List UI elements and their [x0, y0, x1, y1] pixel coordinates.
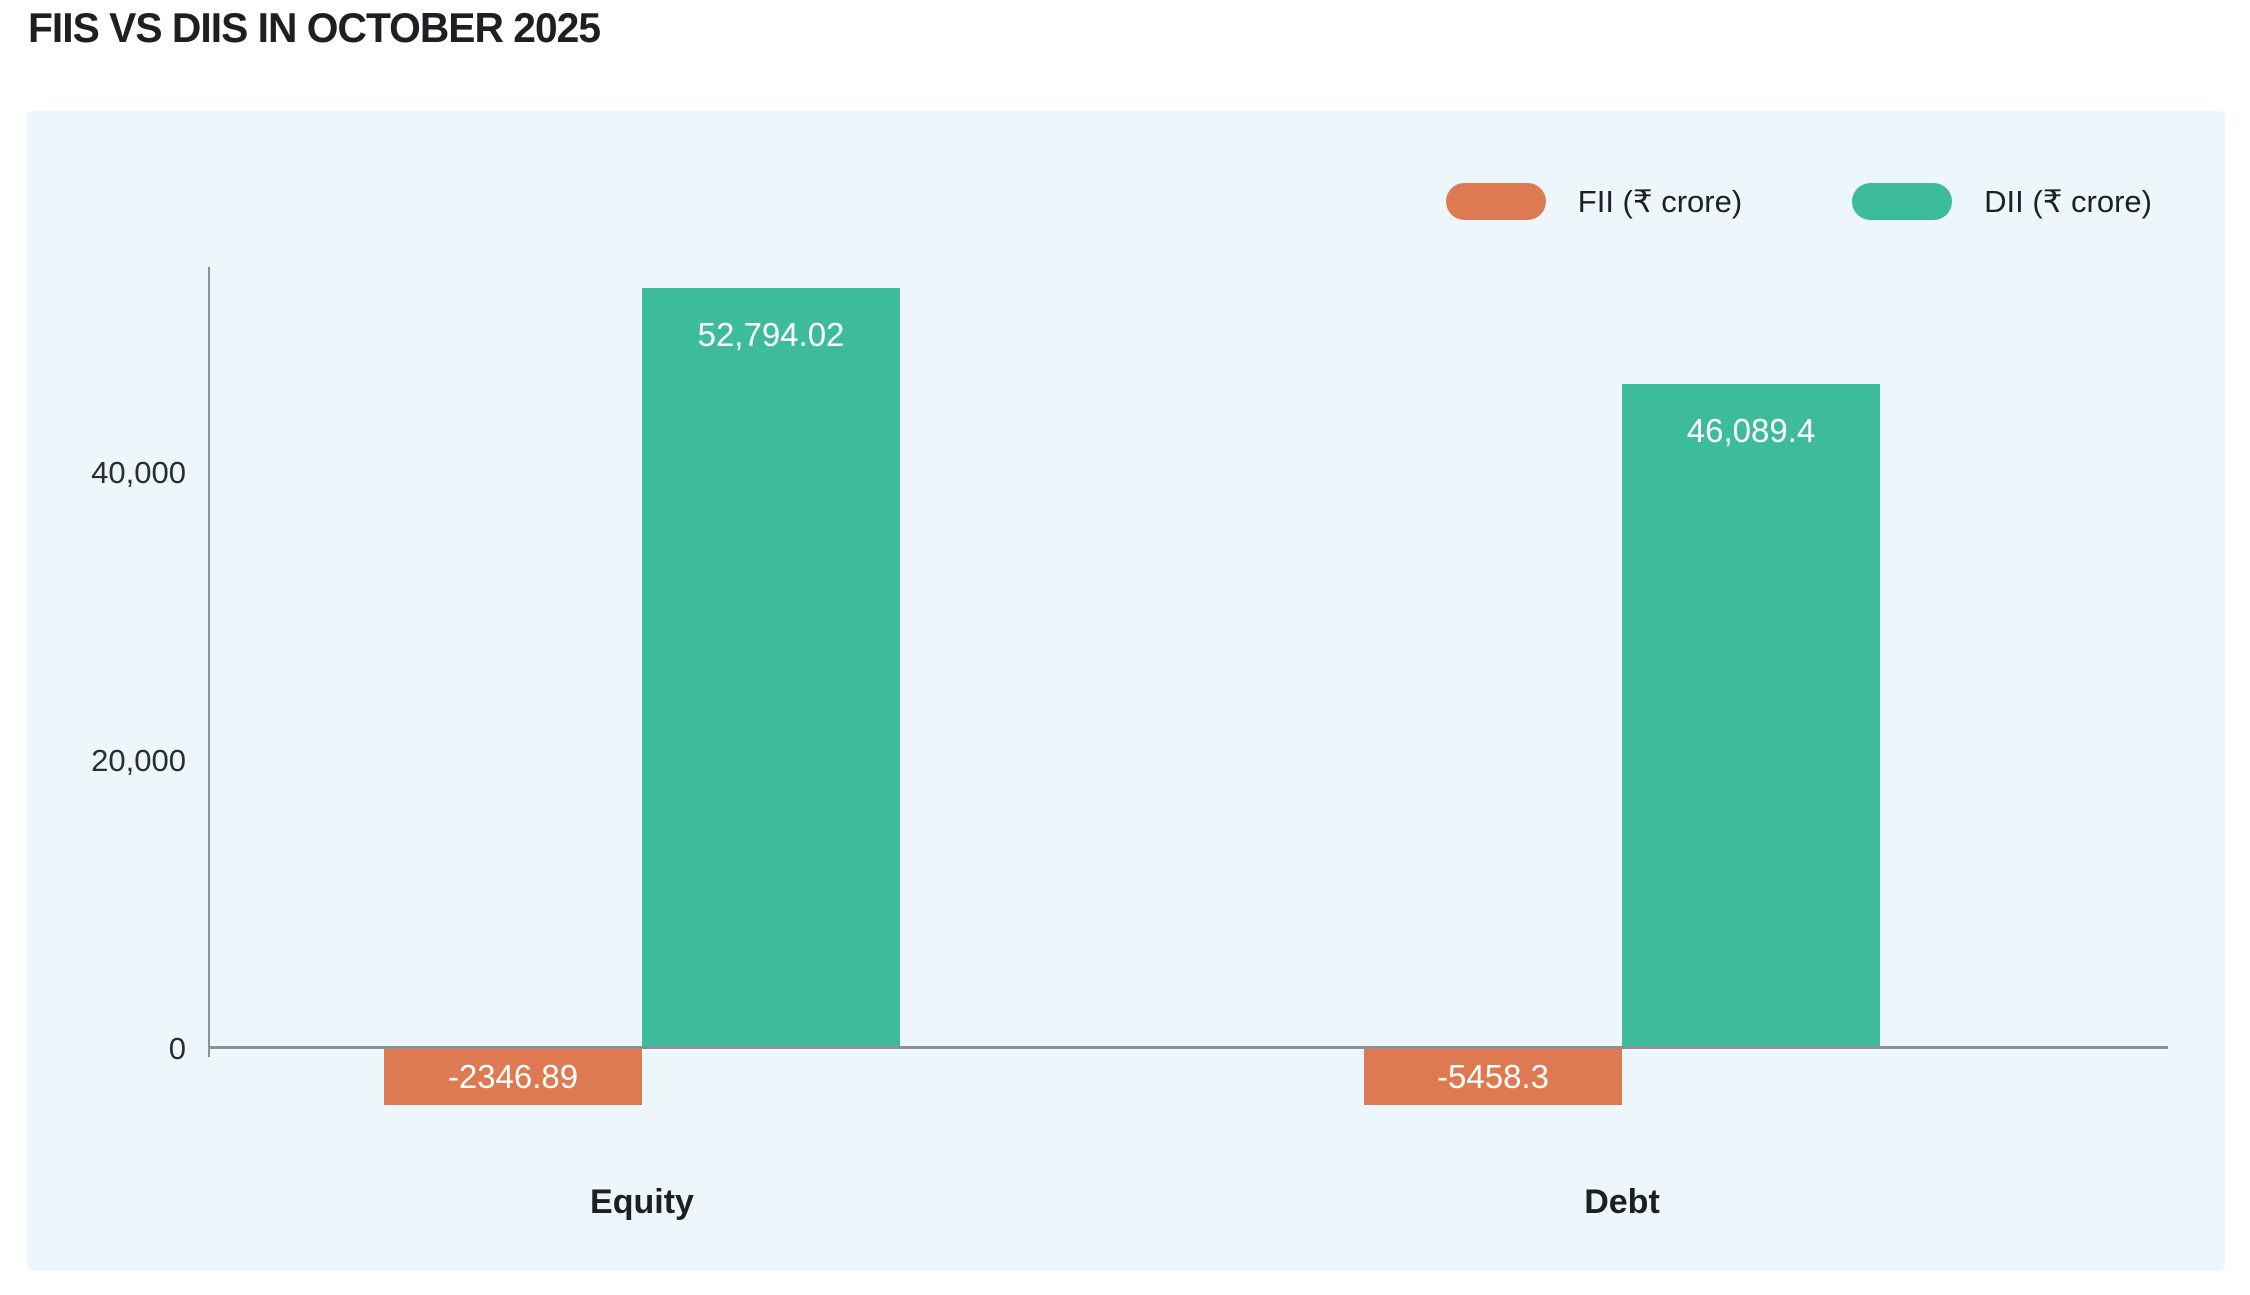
bar-dii-debt[interactable]: 46,089.4: [1622, 384, 1880, 1048]
category-label-debt: Debt: [1584, 1183, 1660, 1221]
bar-value-label: 52,794.02: [697, 316, 845, 353]
y-axis-line: [208, 267, 210, 1057]
y-tick-label: 40,000: [91, 455, 186, 490]
bar-fii-debt[interactable]: -5458.3: [1364, 1048, 1622, 1105]
bar-fii-equity[interactable]: -2346.89: [384, 1048, 642, 1105]
legend-swatch-icon: [1852, 183, 1953, 220]
category-label-equity: Equity: [590, 1183, 694, 1221]
legend-swatch-icon: [1445, 183, 1546, 220]
legend: FII (₹ crore) DII (₹ crore): [1445, 183, 2152, 220]
bar-value-label: 46,089.4: [1686, 412, 1816, 449]
bar-value-label: -2346.89: [447, 1057, 579, 1095]
y-tick-label: 0: [168, 1031, 186, 1066]
y-tick-label: 20,000: [91, 743, 186, 778]
page-title: FIIS VS DIIS IN OCTOBER 2025: [28, 4, 601, 51]
legend-label: FII (₹ crore): [1577, 183, 1743, 219]
bar-dii-equity[interactable]: 52,794.02: [642, 288, 900, 1048]
legend-item-fii[interactable]: FII (₹ crore): [1445, 183, 1743, 220]
legend-label: DII (₹ crore): [1984, 183, 2152, 219]
legend-item-dii[interactable]: DII (₹ crore): [1852, 183, 2152, 220]
x-axis-line: [208, 1046, 2168, 1049]
chart-card: FII (₹ crore) DII (₹ crore) 0 20,000 40,000…: [27, 111, 2225, 1271]
bar-value-label: -5458.3: [1437, 1057, 1549, 1095]
